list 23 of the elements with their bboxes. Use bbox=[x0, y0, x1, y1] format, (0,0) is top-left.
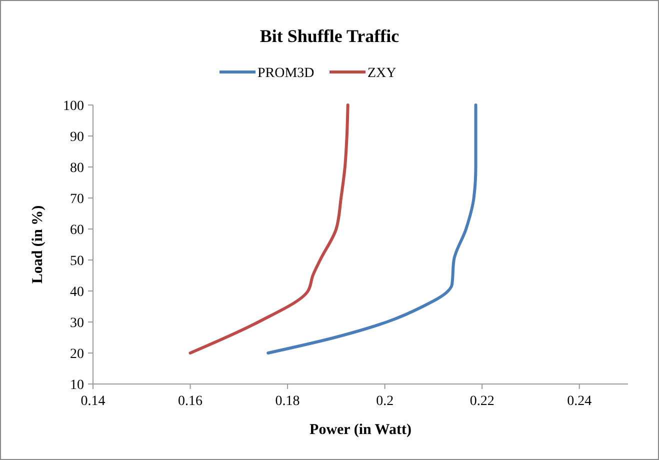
x-tick-label: 0.2 bbox=[376, 394, 394, 409]
y-tick-label: 50 bbox=[70, 254, 84, 269]
x-tick-label: 0.22 bbox=[470, 394, 494, 409]
y-tick-label: 80 bbox=[70, 161, 84, 176]
chart-title: Bit Shuffle Traffic bbox=[260, 26, 400, 46]
y-tick-label: 100 bbox=[63, 99, 84, 114]
y-tick-label: 20 bbox=[70, 347, 84, 362]
x-tick-label: 0.14 bbox=[80, 394, 106, 409]
x-tick-label: 0.16 bbox=[178, 394, 203, 409]
y-tick-label: 30 bbox=[70, 316, 84, 331]
legend-label: PROM3D bbox=[258, 66, 314, 81]
line-series bbox=[188, 104, 350, 354]
legend-label: ZXY bbox=[368, 66, 396, 81]
x-axis-title: Power (in Watt) bbox=[310, 422, 412, 438]
y-tick-label: 40 bbox=[70, 285, 84, 300]
y-axis-title: Load (in %) bbox=[30, 205, 46, 284]
line-series bbox=[266, 104, 478, 354]
y-tick-label: 70 bbox=[70, 192, 84, 207]
x-tick-label: 0.18 bbox=[275, 394, 300, 409]
y-tick-label: 90 bbox=[70, 130, 84, 145]
y-tick-label: 60 bbox=[70, 223, 84, 238]
x-tick-label: 0.24 bbox=[567, 394, 592, 409]
y-tick-label: 10 bbox=[70, 378, 84, 393]
